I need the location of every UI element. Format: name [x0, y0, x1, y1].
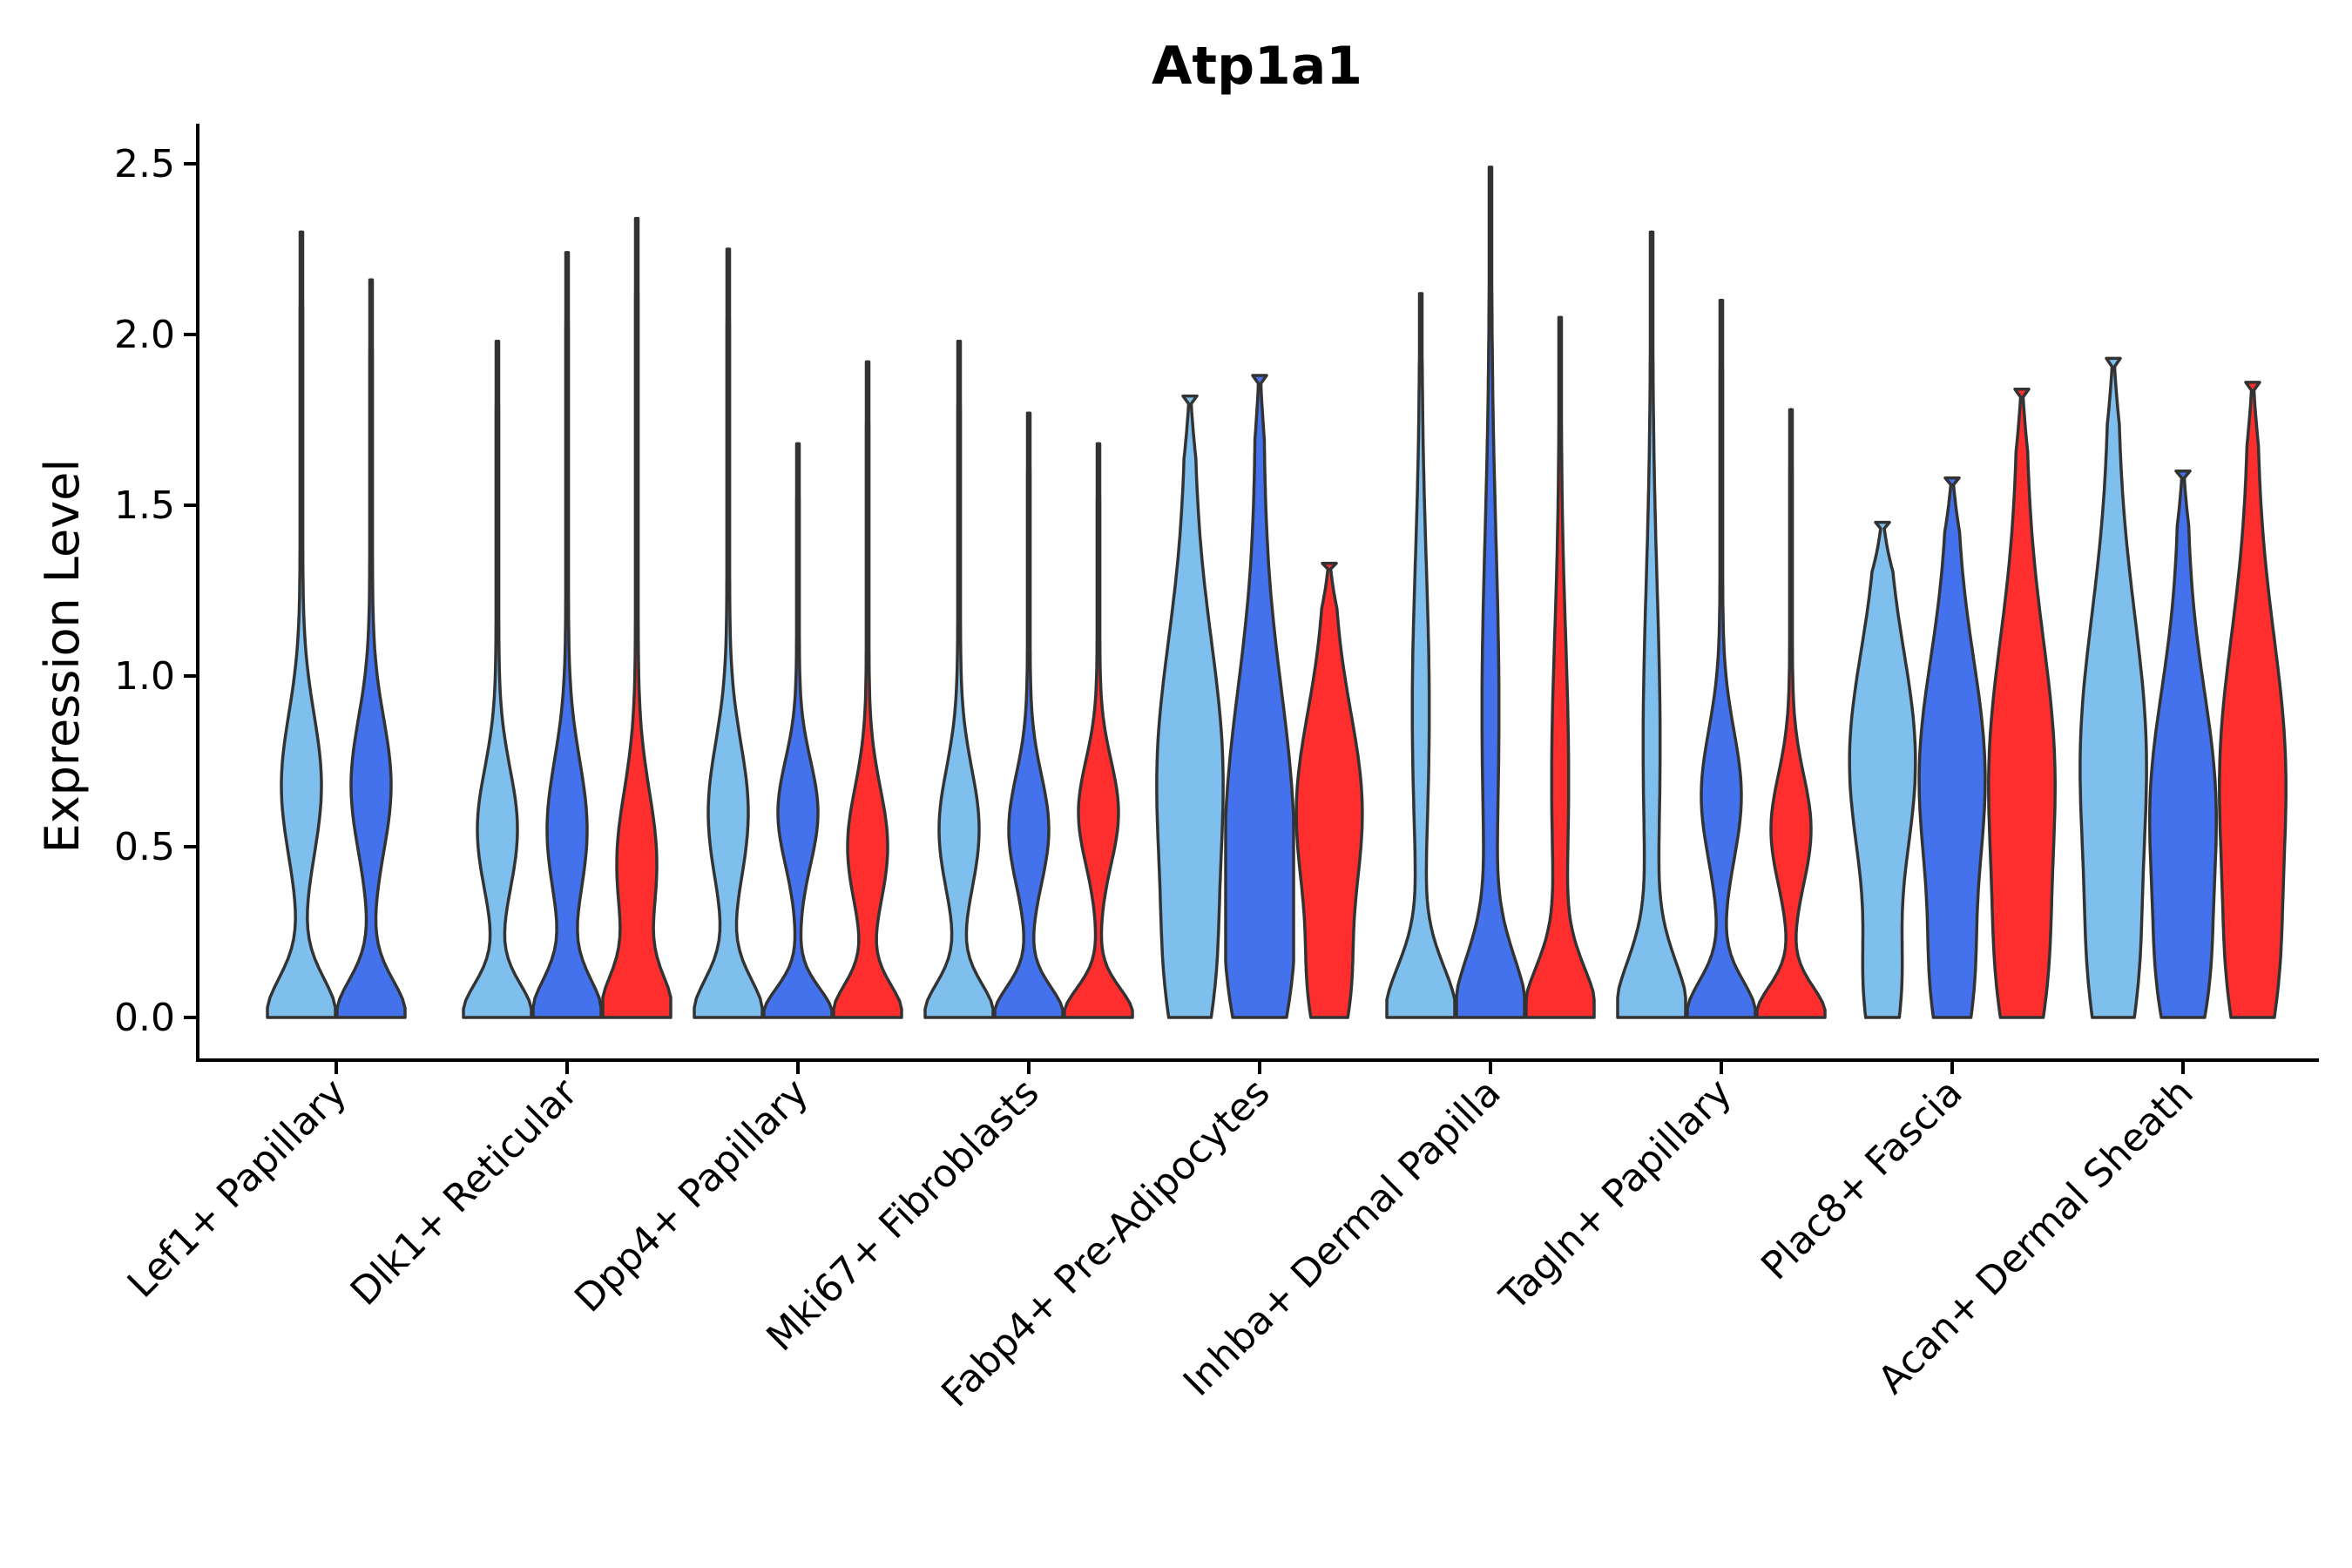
violin-2-1: [762, 442, 834, 1019]
violin-0-0: [266, 230, 337, 1019]
violin-4-0: [1155, 394, 1225, 1019]
x-tick-label: Tagln+ Papillary: [1491, 1071, 1740, 1320]
x-tick-label: Dlk1+ Reticular: [342, 1070, 587, 1315]
y-tick-label: 1.5: [114, 483, 175, 528]
y-ticks: 0.0 0.5 1.0 1.5 2.0 2.5: [114, 142, 198, 1040]
x-tick-label: Dpp4+ Papillary: [566, 1071, 817, 1321]
violin-8-1: [2148, 470, 2218, 1019]
y-tick-label: 2.5: [114, 142, 175, 186]
violin-1-2: [601, 216, 672, 1019]
violin-4-2: [1294, 561, 1364, 1019]
violin-7-0: [1848, 520, 1917, 1019]
violin-5-0: [1385, 292, 1456, 1019]
chart-title: Atp1a1: [1152, 36, 1362, 97]
violin-2-2: [832, 360, 903, 1019]
violin-0-1: [335, 278, 407, 1019]
y-tick-label: 0.0: [114, 996, 175, 1040]
violin-6-0: [1616, 230, 1687, 1019]
x-tick-label: Plac8+ Fascia: [1753, 1071, 1971, 1289]
violin-2-0: [693, 247, 764, 1019]
violin-4-1: [1224, 374, 1295, 1019]
y-tick-label: 0.5: [114, 825, 175, 869]
violin-8-0: [2078, 356, 2148, 1019]
violin-6-2: [1755, 408, 1827, 1019]
axes-layer: [196, 124, 2319, 1062]
violin-5-2: [1524, 315, 1596, 1019]
violin-7-1: [1917, 476, 1987, 1019]
violin-1-1: [531, 251, 603, 1019]
violin-1-0: [462, 340, 533, 1019]
violin-8-2: [2218, 381, 2288, 1019]
violin-layer: [266, 166, 2288, 1019]
violin-3-0: [923, 340, 995, 1019]
violin-3-1: [993, 411, 1064, 1019]
violin-3-2: [1063, 442, 1134, 1019]
violin-7-2: [1987, 387, 2057, 1019]
y-axis-label: Expression Level: [35, 459, 90, 854]
y-tick-label: 2.0: [114, 313, 175, 357]
y-tick-label: 1.0: [114, 654, 175, 699]
violin-6-1: [1686, 299, 1757, 1019]
violin-5-1: [1455, 166, 1526, 1019]
x-tick-label: Lef1+ Papillary: [119, 1071, 355, 1307]
